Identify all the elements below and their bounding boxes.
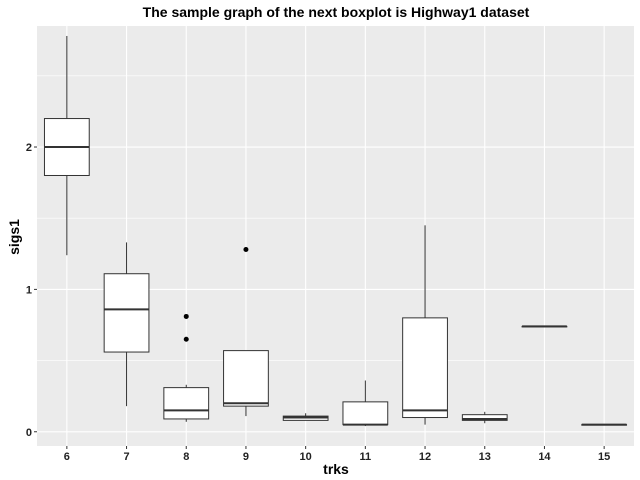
x-tick-label: 6: [64, 451, 70, 463]
box-12: [402, 225, 448, 425]
box-body: [163, 387, 210, 420]
outlier-point: [183, 336, 189, 342]
box-8: [163, 313, 210, 422]
box-body: [103, 273, 150, 353]
y-tick-label: 2: [26, 142, 32, 154]
x-tick-label: 10: [300, 451, 312, 463]
x-tick-label: 8: [183, 451, 189, 463]
outlier-point: [183, 313, 189, 319]
box-body: [402, 317, 448, 419]
x-tick-label: 11: [360, 451, 372, 463]
box-15: [581, 423, 628, 426]
y-tick-label: 0: [26, 427, 32, 439]
box-10: [282, 413, 329, 421]
y-tick-label: 1: [26, 284, 32, 296]
box-13: [461, 411, 508, 424]
box-body: [461, 414, 508, 421]
x-tick-label: 15: [598, 451, 610, 463]
x-axis-title: trks: [323, 461, 349, 477]
outlier-point: [243, 247, 249, 253]
x-tick-label: 12: [419, 451, 431, 463]
x-tick-label: 13: [479, 451, 491, 463]
box-body: [342, 401, 389, 426]
box-body: [223, 350, 269, 407]
box-6: [43, 35, 90, 256]
y-axis-title: sigs1: [6, 219, 22, 255]
x-tick-label: 7: [123, 451, 129, 463]
plot-panel: [37, 26, 634, 446]
box-14: [521, 325, 568, 328]
box-7: [103, 242, 150, 407]
boxes: [43, 35, 628, 427]
box-11: [342, 380, 389, 427]
x-tick-label: 14: [538, 451, 551, 463]
x-tick-label: 9: [243, 451, 249, 463]
box-9: [223, 247, 269, 417]
chart-title: The sample graph of the next boxplot is …: [143, 4, 530, 20]
